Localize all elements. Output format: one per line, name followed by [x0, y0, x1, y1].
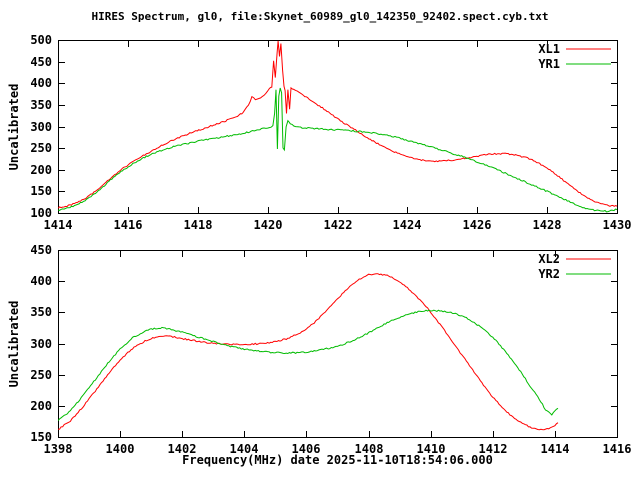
y-tick-label: 500	[30, 33, 52, 47]
x-tick-label: 1414	[43, 218, 73, 232]
y-tick-label: 300	[30, 120, 52, 134]
x-tick-label: 1414	[540, 442, 570, 456]
x-tick-label: 1400	[105, 442, 135, 456]
x-tick-label: 1404	[229, 442, 259, 456]
series-line-YR1	[58, 87, 618, 213]
x-tick-label: 1416	[113, 218, 143, 232]
x-tick-label: 1424	[392, 218, 422, 232]
y-tick-label: 400	[30, 274, 52, 288]
legend-label-XL1: XL1	[538, 42, 560, 56]
y-tick-label: 250	[30, 368, 52, 382]
y-tick-label: 350	[30, 305, 52, 319]
series-line-XL1	[58, 40, 618, 209]
y-tick-label: 300	[30, 337, 52, 351]
legend-label-XL2: XL2	[538, 252, 560, 266]
y-tick-label: 450	[30, 243, 52, 257]
panel-border	[58, 40, 618, 214]
y-tick-label: 450	[30, 55, 52, 69]
panel-border	[58, 250, 618, 438]
x-tick-label: 1408	[354, 442, 384, 456]
y-tick-label: 150	[30, 184, 52, 198]
x-tick-label: 1426	[462, 218, 492, 232]
chart-title: HIRES Spectrum, gl0, file:Skynet_60989_g…	[91, 10, 549, 23]
x-tick-label: 1422	[323, 218, 353, 232]
x-tick-label: 1410	[416, 442, 446, 456]
series-line-YR2	[58, 309, 559, 422]
x-tick-label: 1402	[167, 442, 197, 456]
x-tick-label: 1398	[43, 442, 73, 456]
x-tick-label: 1428	[532, 218, 562, 232]
x-tick-label: 1418	[183, 218, 213, 232]
y-tick-label: 150	[30, 430, 52, 444]
x-tick-label: 1412	[478, 442, 508, 456]
y-tick-label: 200	[30, 399, 52, 413]
y-tick-label: 350	[30, 98, 52, 112]
series-line-XL2	[58, 273, 559, 431]
y-tick-label: 250	[30, 141, 52, 155]
legend-label-YR2: YR2	[538, 267, 560, 281]
legend-label-YR1: YR1	[538, 57, 560, 71]
x-axis-label: Frequency(MHz) date 2025-11-10T18:54:06.…	[182, 453, 493, 467]
x-tick-label: 1416	[602, 442, 632, 456]
y-tick-label: 100	[30, 206, 52, 220]
y-tick-label: 200	[30, 163, 52, 177]
y-tick-label: 400	[30, 76, 52, 90]
x-tick-label: 1420	[253, 218, 283, 232]
x-tick-label: 1430	[602, 218, 632, 232]
x-tick-label: 1406	[291, 442, 321, 456]
